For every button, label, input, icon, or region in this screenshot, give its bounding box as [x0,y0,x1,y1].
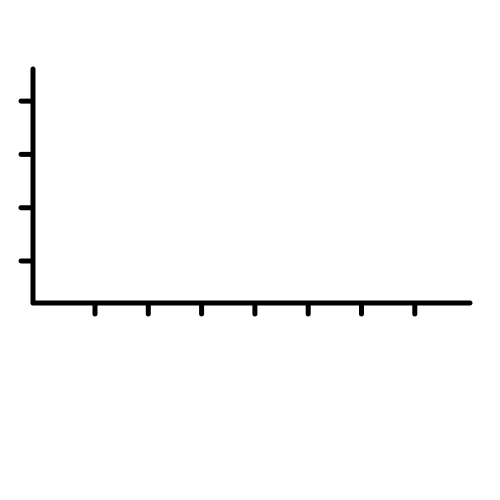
ticks-group [18,98,418,317]
axes-group [30,66,473,306]
